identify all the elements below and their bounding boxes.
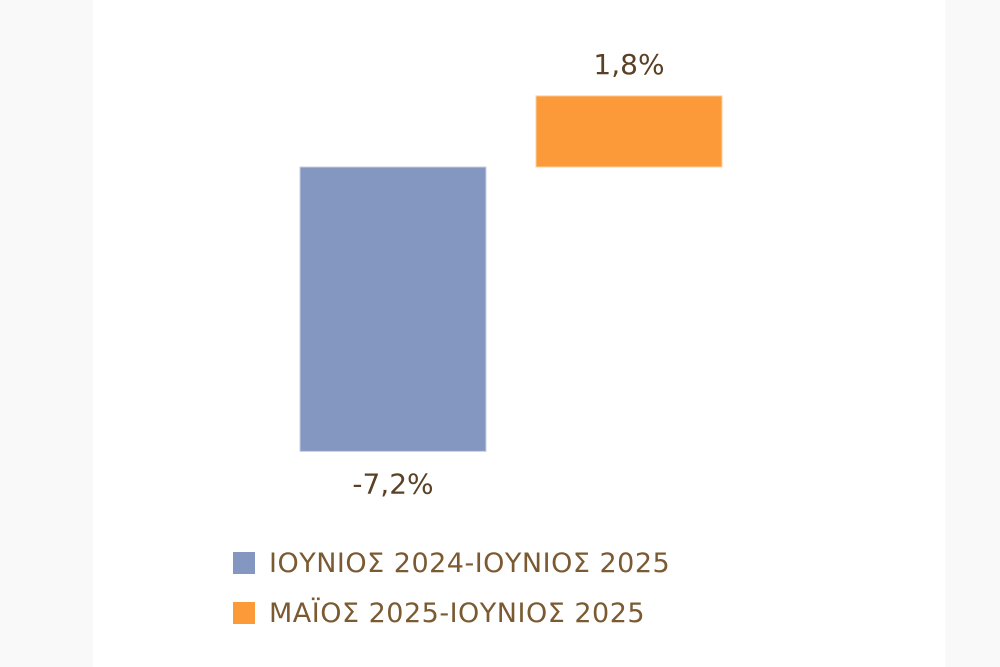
legend-label-1: ΜΑΪΟΣ 2025-ΙΟΥΝΙΟΣ 2025 (269, 597, 646, 629)
legend-label-0: ΙΟΥΝΙΟΣ 2024-ΙΟΥΝΙΟΣ 2025 (269, 547, 671, 579)
bar-data-label-1: 1,8% (593, 48, 664, 81)
bar-data-label-0: -7,2% (352, 467, 433, 500)
legend-swatch-1 (233, 602, 255, 624)
legend-item-0: ΙΟΥΝΙΟΣ 2024-ΙΟΥΝΙΟΣ 2025 (233, 538, 853, 588)
legend-item-1: ΜΑΪΟΣ 2025-ΙΟΥΝΙΟΣ 2025 (233, 588, 853, 638)
legend-swatch-0 (233, 552, 255, 574)
bar-0 (299, 166, 487, 452)
chart-legend: ΙΟΥΝΙΟΣ 2024-ΙΟΥΝΙΟΣ 2025 ΜΑΪΟΣ 2025-ΙΟΥ… (233, 538, 853, 638)
left-margin-band (0, 0, 93, 667)
right-margin-band (945, 0, 1000, 667)
bar-1 (535, 95, 723, 168)
